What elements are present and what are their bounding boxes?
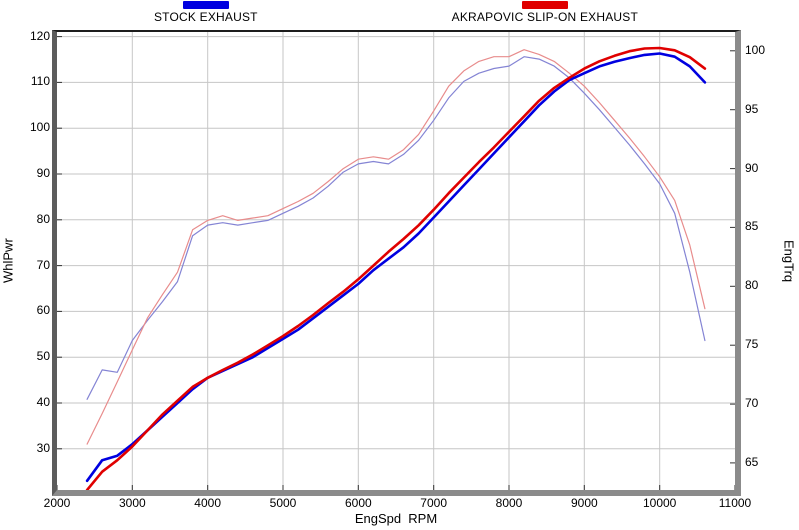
y-right-tick-90: 90	[745, 160, 759, 175]
x-tick-7000: 7000	[420, 496, 447, 510]
legend-label-stock: STOCK EXHAUST	[153, 10, 258, 24]
y-right-tick-95: 95	[745, 101, 759, 116]
y-left-tick-40: 40	[36, 394, 50, 409]
x-tick-11000: 11000	[718, 496, 752, 510]
y-left-tick-80: 80	[36, 211, 50, 226]
x-tick-6000: 6000	[344, 496, 372, 510]
x-axis-label: EngSpd RPM	[354, 511, 438, 526]
y-right-tick-100: 100	[745, 42, 766, 57]
y-left-tick-100: 100	[29, 120, 50, 135]
y-right-tick-65: 65	[745, 454, 759, 469]
x-tick-8000: 8000	[495, 496, 523, 510]
y-left-tick-50: 50	[36, 349, 50, 364]
legend-label-akrapovic: AKRAPOVIC SLIP-ON EXHAUST	[451, 10, 639, 24]
y-axis-label-right: EngTrq	[781, 239, 797, 283]
y-left-tick-60: 60	[36, 303, 50, 318]
y-left-tick-70: 70	[36, 257, 50, 272]
y-left-tick-30: 30	[36, 440, 50, 455]
legend: STOCK EXHAUST AKRAPOVIC SLIP-ON EXHAUST	[57, 1, 735, 29]
legend-item-akrapovic: AKRAPOVIC SLIP-ON EXHAUST	[452, 1, 638, 24]
legend-item-stock: STOCK EXHAUST	[154, 1, 258, 24]
y-right-tick-75: 75	[745, 337, 759, 352]
plot-area	[52, 30, 741, 496]
x-tick-2000: 2000	[43, 496, 71, 510]
x-tick-4000: 4000	[194, 496, 221, 510]
plot-canvas	[57, 32, 735, 490]
y-left-tick-90: 90	[36, 165, 50, 180]
y-right-tick-85: 85	[745, 219, 759, 234]
y-right-tick-80: 80	[745, 278, 759, 293]
x-tick-5000: 5000	[269, 496, 297, 510]
x-tick-10000: 10000	[642, 496, 677, 510]
y-right-tick-70: 70	[745, 396, 759, 411]
legend-swatch-akrapovic	[521, 1, 568, 9]
x-tick-3000: 3000	[118, 496, 146, 510]
legend-swatch-stock	[182, 1, 229, 9]
y-left-tick-110: 110	[30, 74, 50, 89]
y-left-tick-120: 120	[29, 28, 50, 43]
x-tick-9000: 9000	[570, 496, 598, 510]
